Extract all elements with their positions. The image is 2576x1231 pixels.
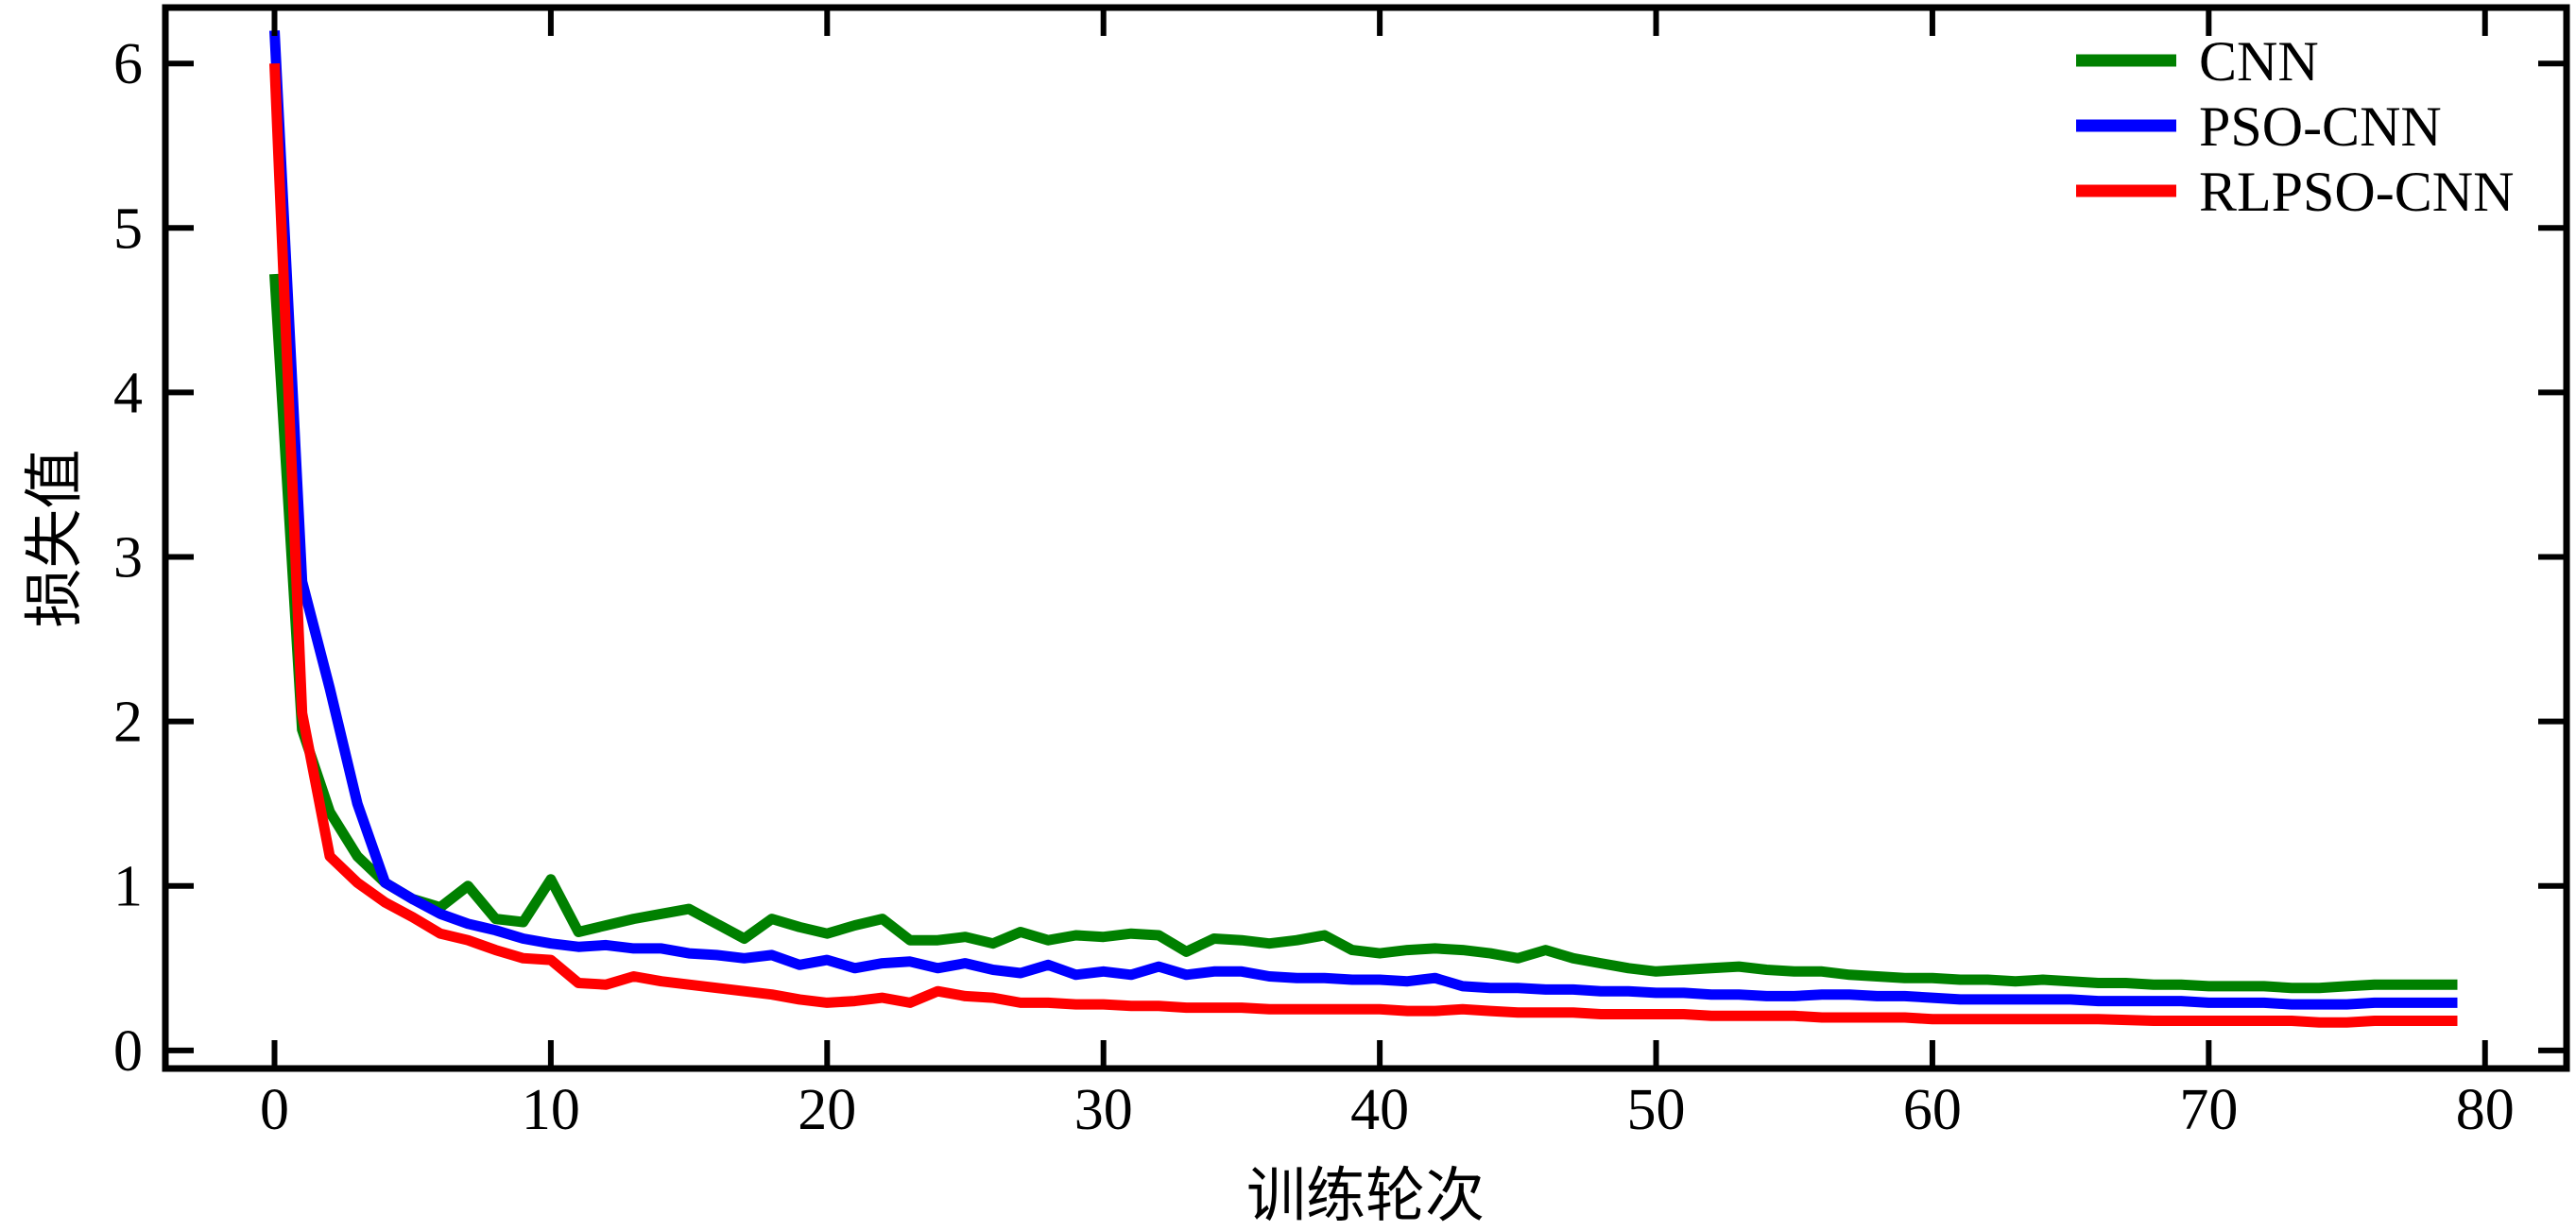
x-tick-label: 50 xyxy=(1627,1078,1686,1142)
axes-frame: 0 10 20 30 40 50 60 70 80 0 1 2 3 4 5 6 xyxy=(113,4,2570,1142)
y-tick-label: 6 xyxy=(113,32,143,96)
legend: CNN PSO-CNN RLPSO-CNN xyxy=(2076,30,2514,223)
series-line-rlpso-cnn xyxy=(269,62,2458,1028)
x-tick-label: 10 xyxy=(522,1078,580,1142)
y-axis-label: 损失值 xyxy=(22,450,88,628)
series-line-cnn xyxy=(269,273,2458,994)
y-tick-label: 0 xyxy=(113,1019,143,1084)
plot-frame xyxy=(162,4,2570,1072)
legend-label-pso-cnn: PSO-CNN xyxy=(2199,95,2442,158)
x-tick-label: 40 xyxy=(1350,1078,1409,1142)
series-line-pso-cnn xyxy=(269,30,2458,1010)
x-tick-label: 30 xyxy=(1074,1078,1133,1142)
y-tick-label: 2 xyxy=(113,691,143,755)
y-tick-label: 1 xyxy=(113,855,143,919)
x-axis-label: 训练轮次 xyxy=(1246,1163,1485,1229)
x-tick-label: 20 xyxy=(798,1078,856,1142)
x-tick-label: 0 xyxy=(260,1078,289,1142)
x-tick-label: 80 xyxy=(2456,1078,2515,1142)
legend-label-rlpso-cnn: RLPSO-CNN xyxy=(2199,161,2514,223)
series-layer xyxy=(269,30,2458,1028)
y-tick-label: 3 xyxy=(113,526,143,590)
x-tick-label: 70 xyxy=(2179,1078,2238,1142)
y-tick-label: 5 xyxy=(113,197,143,261)
y-tick-label: 4 xyxy=(113,361,143,425)
legend-label-cnn: CNN xyxy=(2199,30,2319,93)
x-tick-label: 60 xyxy=(1903,1078,1962,1142)
